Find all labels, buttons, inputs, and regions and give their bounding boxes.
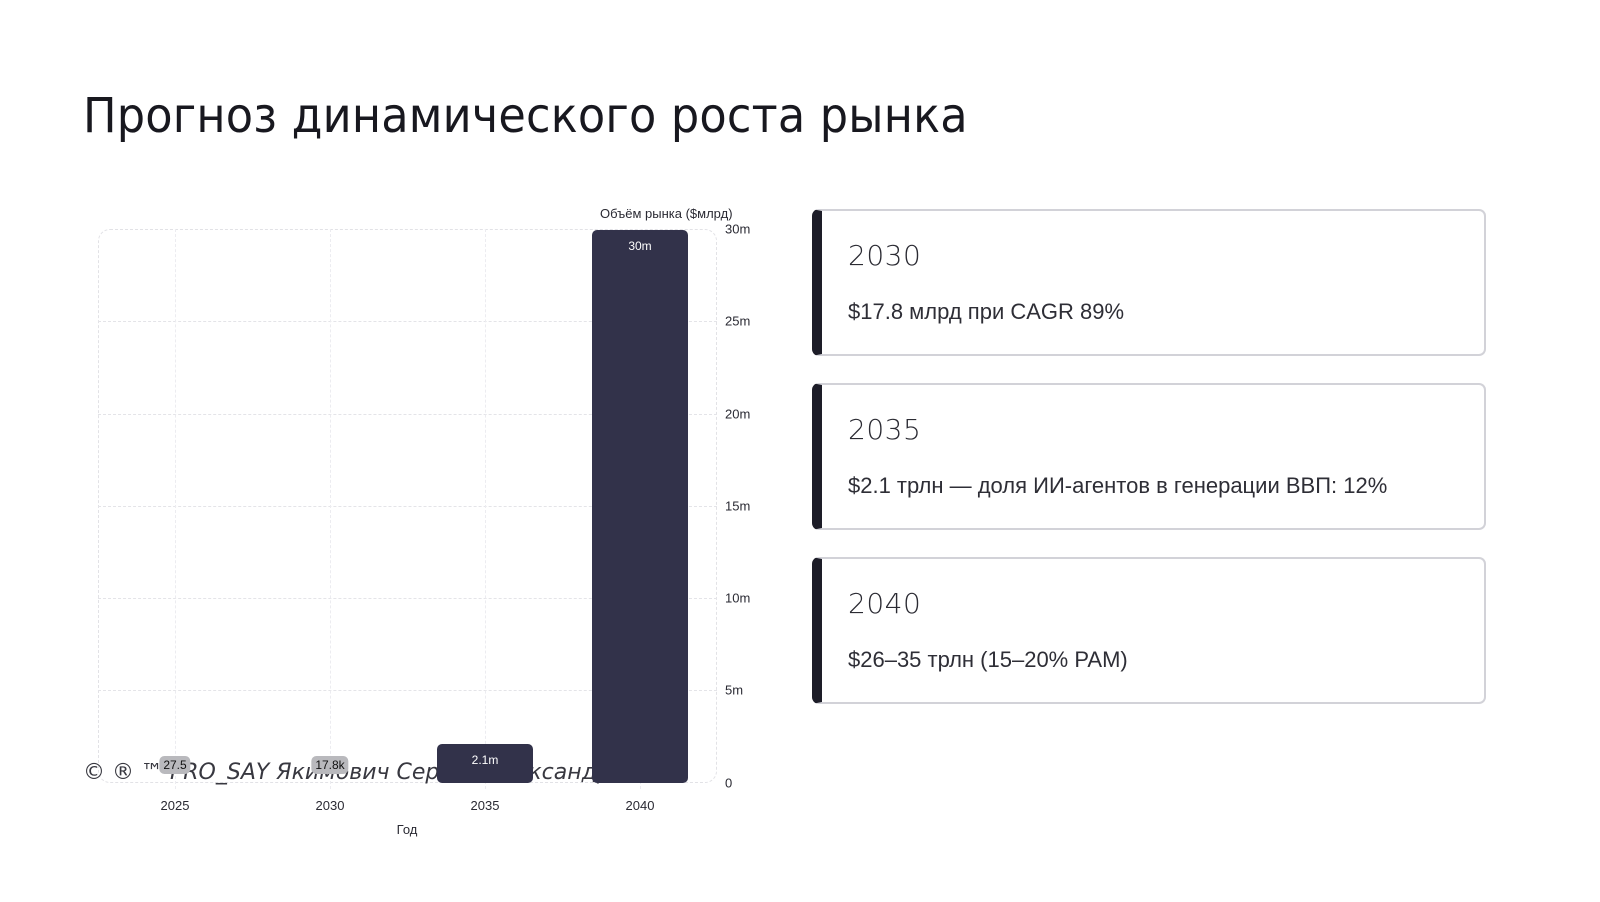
- card-text: $2.1 трлн — доля ИИ-агентов в генерации …: [848, 473, 1388, 498]
- gridline: [98, 414, 717, 415]
- y-tick: 5m: [725, 682, 744, 698]
- card-year: 2035: [848, 413, 922, 446]
- forecast-card-2035: 2035 $2.1 трлн — доля ИИ-агентов в генер…: [812, 383, 1486, 530]
- y-tick: 30m: [725, 221, 751, 237]
- x-tick: 2040: [625, 798, 655, 813]
- gridline: [98, 321, 717, 322]
- card-text: $17.8 млрд при CAGR 89%: [848, 299, 1125, 324]
- vertical-gridline: [330, 229, 331, 789]
- bar-value-label: 30m: [628, 239, 652, 253]
- bar-value-chip-2025: 27.5: [159, 756, 191, 774]
- bar-2040[interactable]: 30m: [592, 230, 688, 783]
- card-year: 2040: [848, 587, 922, 620]
- bar-2035[interactable]: 2.1m: [437, 744, 533, 783]
- y-tick: 0: [725, 775, 733, 791]
- gridline: [98, 690, 717, 691]
- y-tick: 20m: [725, 406, 751, 422]
- vertical-gridline: [175, 229, 176, 789]
- y-axis-label: Объём рынка ($млрд): [600, 206, 733, 221]
- y-tick: 10m: [725, 590, 751, 606]
- forecast-card-2040: 2040 $26–35 трлн (15–20% PAM): [812, 557, 1486, 704]
- card-text: $26–35 трлн (15–20% PAM): [848, 647, 1128, 672]
- page-title: Прогноз динамического роста рынка: [83, 88, 968, 144]
- bar-value-label: 2.1m: [471, 753, 499, 767]
- bar-value-chip-2030: 17.8k: [311, 756, 349, 774]
- gridline: [98, 598, 717, 599]
- gridline: [98, 506, 717, 507]
- y-tick: 25m: [725, 313, 751, 329]
- card-year: 2030: [848, 239, 922, 272]
- vertical-gridline: [485, 229, 486, 789]
- market-growth-chart: Объём рынка ($млрд) 30m 25m 20m 15m 10m …: [83, 206, 751, 837]
- x-tick: 2030: [315, 798, 345, 813]
- x-axis-label: Год: [396, 822, 418, 837]
- x-tick: 2025: [160, 798, 190, 813]
- forecast-card-2030: 2030 $17.8 млрд при CAGR 89%: [812, 209, 1486, 356]
- y-tick: 15m: [725, 498, 751, 514]
- x-tick: 2035: [470, 798, 500, 813]
